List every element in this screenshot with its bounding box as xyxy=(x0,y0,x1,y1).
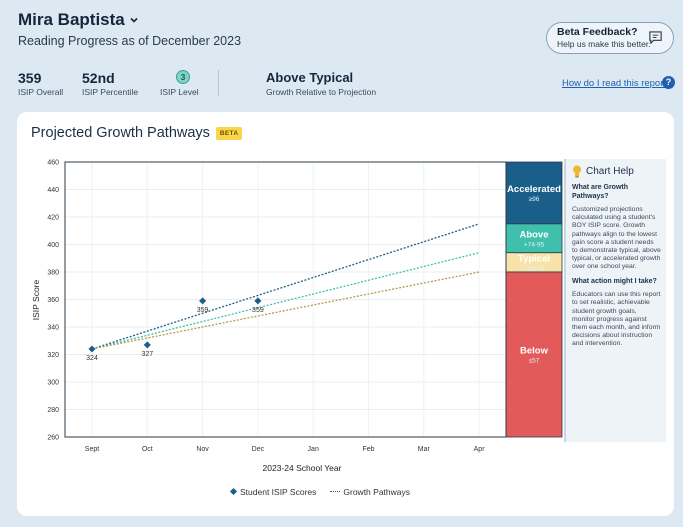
stat-overall-value: 359 xyxy=(18,70,42,86)
beta-feedback-button[interactable]: Beta Feedback? Help us make this better. xyxy=(546,22,674,54)
student-name: Mira Baptista xyxy=(18,10,125,29)
band-below-range: ≤57 xyxy=(529,358,540,365)
band-accelerated-range: ≥96 xyxy=(529,196,540,203)
page-subtitle: Reading Progress as of December 2023 xyxy=(18,34,242,48)
card-title-text: Projected Growth Pathways xyxy=(31,125,210,141)
chevron-down-icon xyxy=(130,17,138,23)
y-tick-label: 440 xyxy=(47,187,59,194)
band-accelerated: Accelerated≥96 xyxy=(505,161,563,225)
band-below-title: Below xyxy=(520,346,549,357)
beta-feedback-subtitle: Help us make this better. xyxy=(557,39,651,49)
beta-feedback-title: Beta Feedback? xyxy=(557,26,638,38)
pathway-above-line xyxy=(91,252,480,350)
legend-scores: Student ISIP Scores xyxy=(229,487,317,497)
score-point xyxy=(143,341,151,349)
band-typical-range: +58-73 xyxy=(524,265,545,272)
band-typical: Typical+58-73 xyxy=(505,252,563,273)
y-tick-label: 400 xyxy=(47,242,59,249)
stat-level-label: ISIP Level xyxy=(160,87,199,97)
score-point xyxy=(88,345,96,353)
score-label: 359 xyxy=(252,307,264,314)
score-label: 359 xyxy=(197,307,209,314)
stat-overall: 359 ISIP Overall xyxy=(18,70,82,97)
help-question-1: What are Growth Pathways? xyxy=(572,184,629,200)
x-tick-label: Oct xyxy=(142,446,153,453)
score-label: 324 xyxy=(86,355,98,362)
band-above-title: Above xyxy=(519,229,548,240)
y-tick-label: 300 xyxy=(47,380,59,387)
level-badge: 3 xyxy=(176,70,190,84)
help-answer-1: Customized projections calculated using … xyxy=(572,206,661,271)
band-above: Above+74-95 xyxy=(505,223,563,254)
growth-chart: Accelerated≥96Above+74-95Typical+58-73Be… xyxy=(31,160,563,473)
band-typical-title: Typical xyxy=(518,253,550,264)
y-axis-title: ISIP Score xyxy=(31,279,41,320)
help-question-2: What action might I take? xyxy=(572,277,657,285)
chart-grid xyxy=(65,161,506,438)
band-accelerated-title: Accelerated xyxy=(507,184,561,195)
x-tick-label: Sept xyxy=(85,446,99,453)
card-title: Projected Growth Pathways BETA xyxy=(31,125,243,141)
band-below: Below≤57 xyxy=(505,271,563,438)
beta-tag: BETA xyxy=(215,126,243,140)
student-selector[interactable]: Mira Baptista xyxy=(18,10,241,30)
score-points: 324 327 359 359 xyxy=(86,297,264,362)
x-tick-label: Jan xyxy=(308,446,319,453)
chart-axes: 260 280 300 320 340 360 380 400 420 440 460 Sept Oct… xyxy=(47,160,507,453)
how-to-read-link[interactable]: How do I read this report xyxy=(562,78,667,89)
chart-legend: Student ISIP Scores Growth Pathways xyxy=(229,487,410,497)
stat-growth-value: Above Typical xyxy=(266,70,354,85)
stat-overall-label: ISIP Overall xyxy=(18,87,64,97)
stats-row: 359 ISIP Overall 52nd ISIP Percentile 3 … xyxy=(18,70,376,97)
x-axis-title: 2023-24 School Year xyxy=(263,463,342,473)
y-tick-label: 340 xyxy=(47,325,59,332)
score-point xyxy=(254,297,262,305)
student-header: Mira Baptista Reading Progress as of Dec… xyxy=(18,10,241,48)
y-tick-label: 420 xyxy=(47,215,59,222)
score-label: 327 xyxy=(141,351,153,358)
legend-scores-label: Student ISIP Scores xyxy=(240,487,317,497)
stats-divider xyxy=(218,70,219,96)
stat-level: 3 ISIP Level xyxy=(160,70,250,97)
chart-help-panel: Chart Help What are Growth Pathways? Cus… xyxy=(564,159,666,442)
y-tick-label: 460 xyxy=(47,160,59,167)
x-tick-label: Mar xyxy=(418,446,431,453)
plot-frame xyxy=(64,161,507,438)
stat-percentile: 52nd ISIP Percentile xyxy=(82,70,160,97)
pathway-typical-line xyxy=(91,271,480,350)
pathway-accelerated-line xyxy=(91,223,480,350)
y-tick-label: 380 xyxy=(47,270,59,277)
legend-pathways: Growth Pathways xyxy=(330,487,410,497)
band-accelerated-fill xyxy=(505,161,563,225)
score-point xyxy=(199,297,207,305)
chart-help-title: Chart Help xyxy=(586,166,634,177)
y-tick-label: 360 xyxy=(47,297,59,304)
stat-percentile-value: 52nd xyxy=(82,70,115,86)
pathway-lines xyxy=(91,223,480,350)
stat-percentile-label: ISIP Percentile xyxy=(82,87,139,97)
growth-card: Projected Growth Pathways BETA Accelerat… xyxy=(17,112,674,516)
x-tick-label: Dec xyxy=(252,446,265,453)
y-tick-label: 280 xyxy=(47,407,59,414)
band-below-fill xyxy=(505,271,563,438)
lightbulb-icon xyxy=(573,165,581,178)
band-above-range: +74-95 xyxy=(524,241,545,248)
x-tick-label: Feb xyxy=(362,446,374,453)
x-tick-label: Nov xyxy=(196,446,209,453)
legend-pathways-label: Growth Pathways xyxy=(343,487,411,497)
dotted-line-icon xyxy=(330,491,341,492)
growth-bands: Accelerated≥96Above+74-95Typical+58-73Be… xyxy=(505,161,563,438)
y-tick-label: 260 xyxy=(47,435,59,442)
chart-help-header: Chart Help xyxy=(572,165,661,178)
diamond-icon xyxy=(229,487,238,496)
x-tick-label: Apr xyxy=(474,446,486,453)
help-icon[interactable]: ? xyxy=(662,76,675,89)
feedback-icon xyxy=(649,31,662,45)
help-answer-2: Educators can use this report to set rea… xyxy=(572,291,661,348)
y-tick-label: 320 xyxy=(47,352,59,359)
stat-growth-label: Growth Relative to Projection xyxy=(266,87,377,97)
stat-growth: Above Typical Growth Relative to Project… xyxy=(266,70,376,97)
